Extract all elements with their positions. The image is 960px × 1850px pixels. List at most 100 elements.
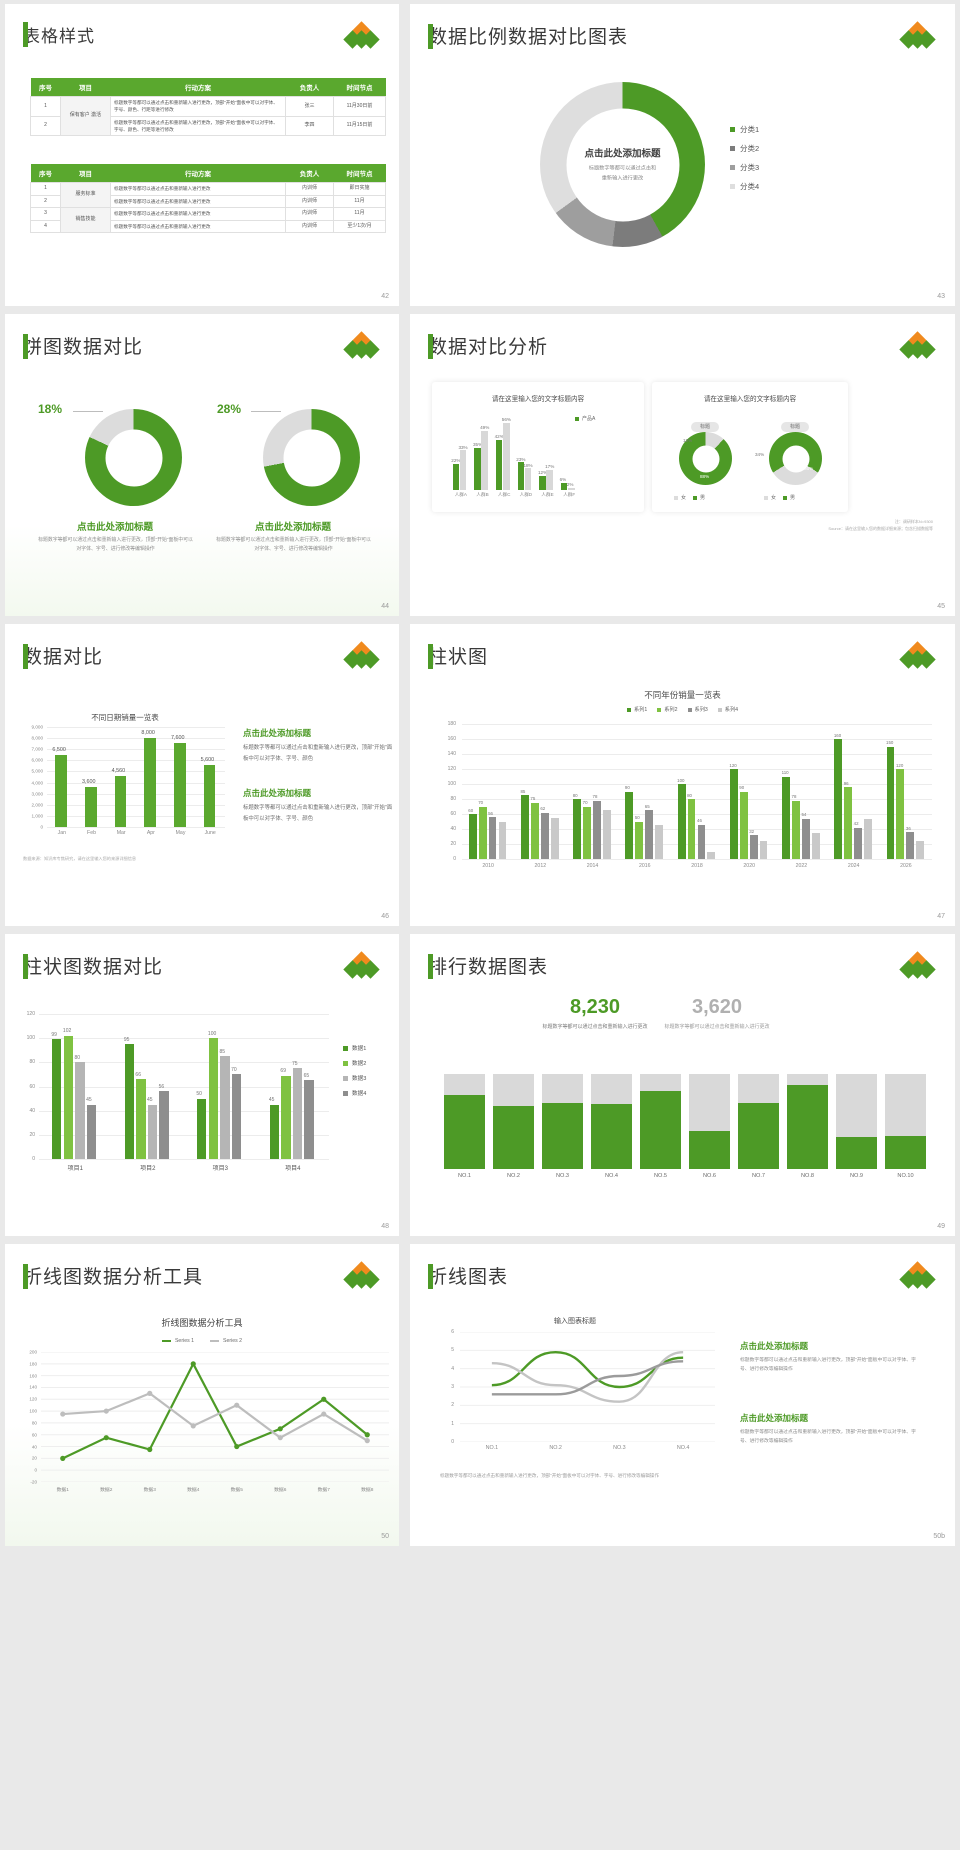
slide-line-chart[interactable]: 折线图表 输入图表标题 6 5 4 3 2 1 0 NO.1 NO.2 NO.3 NO.4 标题数… <box>410 1244 955 1546</box>
line-data-point[interactable] <box>147 1390 153 1396</box>
legend-item[interactable]: 数据4 <box>343 1089 366 1097</box>
bar-value-label: 75 <box>530 796 536 802</box>
line-series[interactable] <box>62 1361 368 1460</box>
slide-pie-comparison[interactable]: 饼图数据对比 18% 点击此处添加标题 标题数字等都可以通过点击和重新输入进行更… <box>5 314 399 616</box>
bar-segment <box>539 475 546 490</box>
cell-project: 保有客户 激活 <box>60 95 111 137</box>
line-data-point[interactable] <box>190 1423 196 1429</box>
gridline <box>39 1014 329 1015</box>
legend-item[interactable]: 数据1 <box>343 1044 366 1052</box>
x-tick-label: 数据7 <box>317 1488 330 1493</box>
title-accent-bar <box>23 334 28 359</box>
bar-segment <box>739 791 748 859</box>
slide-data-comparison[interactable]: 数据对比 不同日期销量一览表 9,000 8,000 7,000 6,000 5,000… <box>5 624 399 926</box>
legend-item[interactable]: Series 1 <box>161 1338 194 1344</box>
donut-chart-a[interactable] <box>85 409 182 506</box>
legend-swatch <box>343 1060 348 1066</box>
bar <box>173 742 186 827</box>
y-tick-label: 4,000 <box>31 780 44 786</box>
legend-item[interactable]: 分类4 <box>730 181 759 192</box>
legend-item[interactable]: Series 2 <box>210 1338 242 1344</box>
legend-item[interactable]: 分类1 <box>730 124 759 135</box>
bar-value-label: 80 <box>74 1054 81 1061</box>
cell-owner: 李四 <box>285 115 334 137</box>
ranking-bar-fill <box>591 1104 632 1169</box>
legend-item[interactable]: 系列4 <box>717 706 738 713</box>
line-data-point[interactable] <box>103 1435 109 1441</box>
line-data-point[interactable] <box>234 1402 240 1408</box>
bar-value-label: 70 <box>231 1066 237 1073</box>
line-data-point[interactable] <box>147 1446 153 1453</box>
slide-column-chart[interactable]: 柱状图 不同年份销量一览表 系列1 系列2 系列3 系列4 180 160 140 120 1… <box>410 624 955 926</box>
bar-value-label: 62 <box>540 806 546 812</box>
ranking-bar-track[interactable] <box>542 1074 583 1169</box>
line-data-point[interactable] <box>234 1443 240 1450</box>
cell-no: 2 <box>30 115 61 137</box>
line-data-point[interactable] <box>277 1426 283 1432</box>
line-data-point[interactable] <box>277 1435 283 1441</box>
page-number: 45 <box>937 603 945 610</box>
chart-title: 折线图数据分析工具 <box>161 1318 243 1328</box>
donut-panel[interactable]: 请在这里输入您的文字标题内容 标题 12% 88% 标题 34% 66% 女 男 <box>652 382 848 512</box>
donut-chart-male[interactable] <box>679 432 732 485</box>
ranking-bar-track[interactable] <box>738 1074 779 1169</box>
line-series[interactable] <box>62 1392 368 1442</box>
donut-chart[interactable]: 点击此处添加标题 标题数字等都可以通过点击和 重新输入进行更改 <box>540 82 705 247</box>
line-data-point[interactable] <box>364 1438 370 1444</box>
bar-value-label: 6% <box>559 477 567 483</box>
line-data-point[interactable] <box>321 1396 327 1402</box>
bar-segment <box>208 1038 219 1159</box>
slide-table-style[interactable]: 表格样式 序号 项目 行动方案 负责人 时间节点 1 保有客户 激活 标题数字等… <box>5 4 399 306</box>
line-data-point[interactable] <box>103 1408 109 1414</box>
y-tick-label: 20 <box>450 841 456 847</box>
legend-item[interactable]: 数据2 <box>343 1059 366 1067</box>
ranking-bar-track[interactable] <box>836 1074 877 1169</box>
slide-ranking-chart[interactable]: 排行数据图表 8,230 标题数字等都可以通过点击和重新输入进行更改 3,620… <box>410 934 955 1236</box>
y-tick-label: 3,000 <box>31 791 44 797</box>
ranking-bar-track[interactable] <box>493 1074 534 1169</box>
bar-y-axis: 180 160 140 120 100 80 60 40 20 0 <box>438 721 458 862</box>
page-title: 排行数据图表 <box>428 957 549 978</box>
title-accent-bar <box>23 644 28 669</box>
ranking-bar-track[interactable] <box>640 1074 681 1169</box>
bar-value-label: 160 <box>833 732 842 738</box>
ranking-bar-track[interactable] <box>787 1074 828 1169</box>
legend-item[interactable]: 分类2 <box>730 143 759 154</box>
line-series[interactable] <box>491 1350 684 1389</box>
line-data-point[interactable] <box>321 1411 327 1417</box>
ranking-bar-track[interactable] <box>885 1074 926 1169</box>
ranking-bar-track[interactable] <box>689 1074 730 1169</box>
bar-chart-panel[interactable]: 请在这里输入您的文字标题内容 产品A 22% 33% 35% 49% 42% 56% 23%… <box>432 382 644 512</box>
line-series[interactable] <box>491 1350 684 1403</box>
donut-chart-b[interactable] <box>263 409 360 506</box>
line-data-point[interactable] <box>190 1361 196 1367</box>
line-series[interactable] <box>491 1360 684 1396</box>
line-data-point[interactable] <box>364 1432 370 1438</box>
slide-proportion-chart[interactable]: 数据比例数据对比图表 点击此处添加标题 标题数字等都可以通过点击和 重新输入进行更… <box>410 4 955 306</box>
donut-chart-female[interactable] <box>769 432 822 485</box>
ranking-bar-track[interactable] <box>444 1074 485 1169</box>
slide-column-comparison[interactable]: 柱状图数据对比 120 100 80 60 40 20 0 99 102 80 45 95 66 45 5… <box>5 934 399 1236</box>
legend-item[interactable]: 系列1 <box>626 706 647 713</box>
x-tick-label: 2014 <box>586 863 599 869</box>
slide-line-analysis-tool[interactable]: 折线图数据分析工具 折线图数据分析工具 Series 1 Series 2 200… <box>5 1244 399 1546</box>
line-chart-svg[interactable] <box>41 1352 389 1482</box>
bar-value-label: 100 <box>677 777 685 783</box>
line-data-point[interactable] <box>60 1455 66 1461</box>
ranking-bar-track[interactable] <box>591 1074 632 1169</box>
legend-item[interactable]: 系列2 <box>657 706 678 713</box>
table-row: 1 保有客户 激活 标题数字等都可以通过点击和重新输入进行更改，顶部“开始”面板… <box>30 95 386 137</box>
legend-item[interactable]: 系列3 <box>687 706 708 713</box>
title-accent-bar <box>428 24 433 49</box>
chart-footer-note: 标题数字等都可以通过点击和重新输入进行更改，顶部“开始”面板中可以对字体、字号、… <box>440 1473 659 1478</box>
cell-owner: 张三 <box>285 96 334 117</box>
line-chart-svg[interactable] <box>460 1332 715 1442</box>
line-data-point[interactable] <box>60 1411 66 1417</box>
chart-source-note: 数据来源：知识库专焦研究，请在这里输入您的来源详细信息 <box>23 856 137 861</box>
legend-item[interactable]: 数据3 <box>343 1074 366 1082</box>
bar-value-label: 5,600 <box>200 756 215 763</box>
legend-item[interactable]: 分类3 <box>730 162 759 173</box>
slide-comparison-analysis[interactable]: 数据对比分析 请在这里输入您的文字标题内容 产品A 22% 33% 35% 49% 42… <box>410 314 955 616</box>
donut-a-body: 标题数字等都可以通过点击和重新输入进行更改，顶部“开始”面板中可以对字体、字号、… <box>38 538 193 553</box>
bar-segment <box>811 832 820 859</box>
